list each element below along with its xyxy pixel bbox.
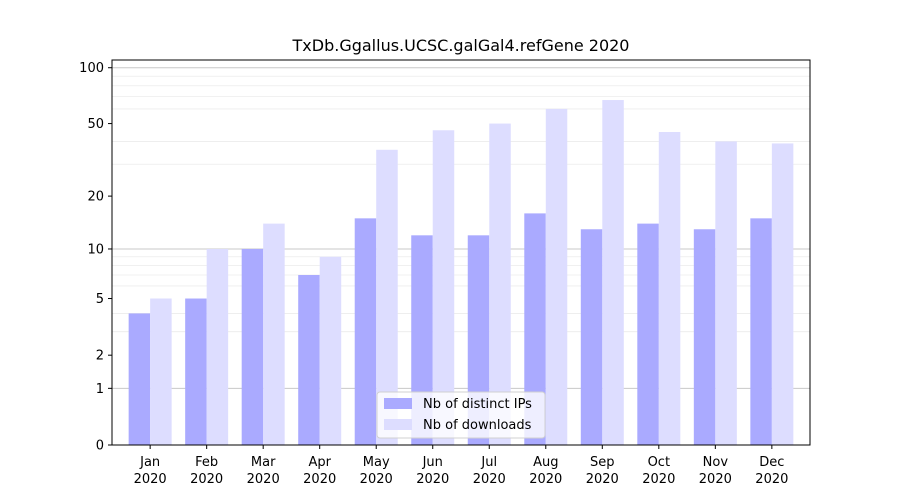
bar-downloads [376, 149, 398, 445]
bar-downloads [489, 123, 511, 446]
bar-distinct-ips [185, 298, 207, 445]
plot-frame [111, 59, 811, 446]
y-tick-label: 10 [87, 242, 104, 257]
y-tick-label: 0 [96, 439, 104, 454]
x-tick-label-month: May [363, 455, 390, 470]
x-tick-label-year: 2020 [303, 472, 336, 487]
bar-distinct-ips [128, 313, 151, 445]
chart-title: TxDb.Ggallus.UCSC.galGal4.refGene 2020 [292, 36, 630, 55]
bar-downloads [771, 143, 794, 445]
legend: Nb of distinct IPs Nb of downloads [376, 391, 546, 439]
x-tick-label-year: 2020 [755, 472, 788, 487]
y-tick-label: 50 [87, 117, 104, 132]
bar-distinct-ips [580, 229, 603, 445]
bar-downloads [602, 100, 624, 446]
x-tick-label-year: 2020 [642, 472, 675, 487]
bar-downloads [263, 223, 285, 445]
y-tick-label: 20 [87, 190, 104, 205]
bar-downloads [545, 108, 568, 445]
x-tick-label-year: 2020 [473, 472, 506, 487]
bars [128, 100, 794, 446]
x-tick-label-month: Aug [533, 455, 558, 470]
x-tick-label-year: 2020 [190, 472, 223, 487]
legend-swatch [384, 398, 412, 409]
bar-downloads [432, 130, 455, 445]
x-tick-label-year: 2020 [586, 472, 619, 487]
x-tick-label-month: Feb [195, 455, 218, 470]
x-tick-label-month: Jan [139, 455, 160, 470]
y-tick-label: 100 [79, 61, 104, 76]
bar-downloads [319, 256, 342, 445]
bar-distinct-ips [524, 213, 546, 445]
x-tick-label-month: Apr [308, 455, 331, 470]
legend-swatch [384, 419, 412, 430]
grid-lines [112, 67, 810, 389]
bar-downloads [658, 132, 681, 445]
x-tick-label-month: Jun [422, 455, 443, 470]
bar-distinct-ips [354, 218, 377, 445]
legend-box [376, 391, 546, 439]
x-tick-label-year: 2020 [247, 472, 280, 487]
x-tick-label-month: Dec [759, 455, 784, 470]
x-tick-label-month: Mar [251, 455, 276, 470]
bar-distinct-ips [637, 223, 659, 445]
y-tick-label: 1 [96, 382, 104, 397]
bar-downloads [150, 298, 172, 445]
bar-downloads [715, 141, 737, 446]
bar-distinct-ips [298, 275, 320, 445]
bar-distinct-ips [750, 218, 772, 445]
x-tick-label-year: 2020 [529, 472, 562, 487]
bar-distinct-ips [241, 248, 264, 445]
y-tick-label: 5 [96, 292, 104, 307]
bar-distinct-ips [693, 229, 716, 445]
x-tick-label-year: 2020 [699, 472, 732, 487]
x-axis-ticks: Jan 2020 Feb 2020 Mar 2020 Apr 2020 May 2020 Jun 20… [134, 445, 788, 487]
x-tick-label-month: Oct [648, 455, 670, 470]
x-tick-label-year: 2020 [360, 472, 393, 487]
bar-downloads [206, 248, 229, 445]
x-tick-label-year: 2020 [134, 472, 167, 487]
x-tick-label-year: 2020 [416, 472, 449, 487]
x-tick-label-month: Jul [480, 455, 497, 470]
y-tick-label: 2 [96, 349, 104, 364]
x-tick-label-month: Sep [590, 455, 615, 470]
y-axis-ticks: 0 1 2 5 10 20 50 100 [79, 61, 112, 454]
legend-label: Nb of distinct IPs [423, 397, 532, 412]
legend-label: Nb of downloads [423, 418, 532, 433]
x-tick-label-month: Nov [703, 455, 729, 470]
